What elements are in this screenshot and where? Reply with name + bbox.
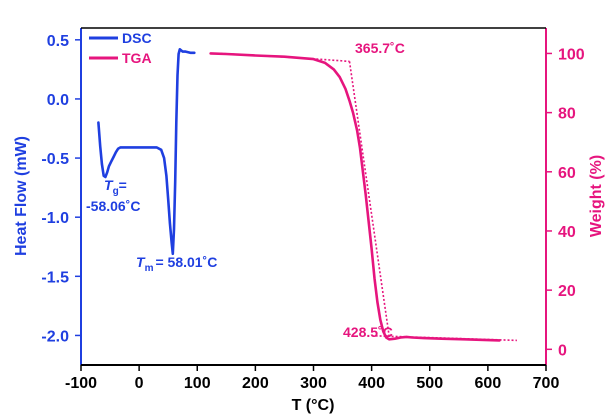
x-tick-label: 0 [135,375,144,392]
tg-annotation-value: -58.06˚C [86,198,140,214]
y-left-tick-label: -1.0 [41,210,69,227]
tg-annotation-label: Tg= [104,177,127,197]
y-left-tick-label: 0.5 [47,33,69,50]
series-tga-line [209,52,501,342]
y-right-tick-label: 80 [558,106,576,123]
tangent-layer [220,52,517,342]
y-left-axis-title: Heat Flow (mW) [13,136,30,256]
x-tick-label: 700 [533,375,560,392]
x-tick-label: 300 [300,375,327,392]
y-right-tick-label: 60 [558,165,576,182]
tga-onset-annotation: 365.7˚C [355,40,405,56]
x-tick-label: 100 [184,375,211,392]
x-tick-label: 500 [416,375,443,392]
y-right-tick-label: 100 [558,46,585,63]
tick-labels: -100 0 100 200 300 400 500 600 7000.50.0-0.5-1.0… [41,33,584,392]
y-right-axis-title: Weight (%) [588,155,605,237]
x-tick-label: 200 [242,375,269,392]
tga-tangent-0 [220,52,350,63]
y-left-tick-label: 0.0 [47,92,69,109]
x-axis-title: T (°C) [292,397,335,414]
legend-tga-label: TGA [122,50,152,66]
y-right-tick-label: 20 [558,283,576,300]
axis-ticks [75,39,552,371]
legend: DSC TGA [89,30,152,66]
legend-dsc-label: DSC [122,30,152,46]
series-dsc-line [97,48,196,256]
tm-annotation: Tm = 58.01˚C [136,254,217,274]
y-left-tick-label: -2.0 [41,328,69,345]
x-tick-label: 400 [358,375,385,392]
y-right-tick-label: 0 [558,342,567,359]
y-left-tick-label: -1.5 [41,269,69,286]
series-layer [97,48,501,342]
x-tick-label: -100 [65,375,97,392]
y-left-tick-label: -0.5 [41,151,69,168]
tga-tangent-1 [348,61,390,336]
y-right-tick-label: 40 [558,224,576,241]
x-tick-label: 600 [475,375,502,392]
tga-endset-annotation: 428.5˚C [343,324,393,340]
tga-tangent-2 [371,334,517,342]
